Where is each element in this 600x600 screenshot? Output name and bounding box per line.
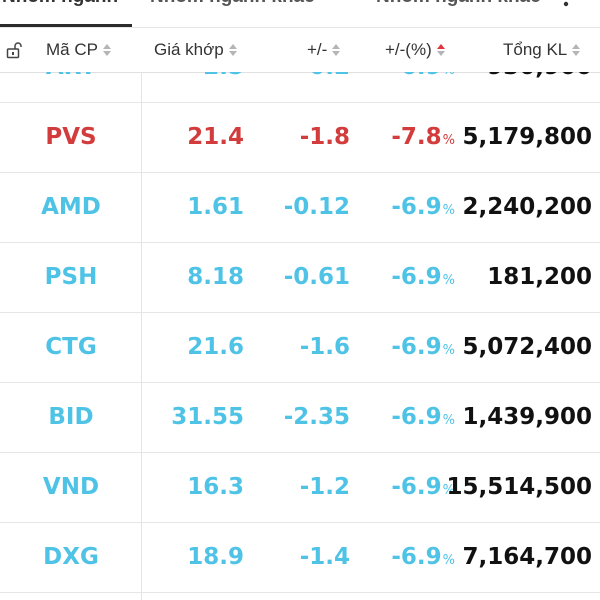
header-symbol[interactable]: Mã CP bbox=[46, 28, 112, 72]
volume-cell: 181,200 bbox=[487, 264, 592, 290]
volume-cell: 1,439,900 bbox=[462, 404, 593, 430]
header-percent-label: +/-(%) bbox=[385, 40, 432, 59]
table-row[interactable]: VND 16.3 -1.2 -6.9% 15,514,500 bbox=[0, 452, 600, 523]
table-row[interactable]: ART 2.5 -0.2 -6.9% 930,900 bbox=[0, 72, 600, 103]
percent-cell: -6.9% bbox=[391, 72, 455, 102]
percent-unit: % bbox=[442, 273, 455, 288]
volume-cell: 2,240,200 bbox=[462, 194, 593, 220]
percent-cell: -6.9% bbox=[391, 242, 455, 312]
header-volume-label: Tổng KL bbox=[503, 40, 568, 59]
percent-unit: % bbox=[443, 72, 455, 78]
price-cell: 21.6 bbox=[187, 334, 244, 360]
percent-cell: -6.9% bbox=[391, 312, 455, 382]
table-row[interactable]: PSH 8.18 -0.61 -6.9% 181,200 bbox=[0, 242, 600, 313]
percent-unit: % bbox=[442, 553, 455, 568]
change-cell: -1.2 bbox=[299, 474, 350, 500]
change-cell: -1.8 bbox=[299, 124, 350, 150]
table-header: Mã CP Giá khớp +/- +/-(%) Tổng KL bbox=[0, 28, 600, 73]
change-cell: -0.12 bbox=[283, 194, 350, 220]
percent-value: -6.9 bbox=[391, 334, 442, 360]
volume-cell: 5,179,800 bbox=[462, 124, 593, 150]
table-row[interactable]: CTG 21.6 -1.6 -6.9% 5,072,400 bbox=[0, 312, 600, 383]
symbol-cell: BID bbox=[48, 404, 94, 430]
change-cell: -0.61 bbox=[283, 264, 350, 290]
percent-unit: % bbox=[442, 483, 455, 498]
header-price[interactable]: Giá khớp bbox=[154, 28, 238, 72]
volume-cell: 7,164,700 bbox=[462, 544, 593, 570]
percent-value: -6.9 bbox=[391, 72, 441, 80]
symbol-cell: DXG bbox=[43, 544, 99, 570]
symbol-cell: VND bbox=[42, 474, 100, 500]
percent-value: -6.9 bbox=[391, 404, 442, 430]
header-change[interactable]: +/- bbox=[307, 28, 341, 72]
price-cell: 8.18 bbox=[187, 264, 244, 290]
percent-value: -6.9 bbox=[391, 474, 442, 500]
tab-2[interactable]: Nhóm ngành khác bbox=[150, 0, 315, 8]
sort-icon bbox=[102, 43, 111, 56]
sort-desc-active-icon bbox=[436, 43, 445, 56]
symbol-cell: ART bbox=[0, 72, 142, 102]
tab-3[interactable]: Nhóm ngành khác bbox=[376, 0, 541, 8]
tab-1[interactable]: Nhóm ngành bbox=[2, 0, 118, 8]
more-icon[interactable] bbox=[560, 0, 572, 8]
sort-icon bbox=[572, 43, 581, 56]
price-cell: 1.61 bbox=[187, 194, 244, 220]
percent-value: -6.9 bbox=[391, 544, 442, 570]
percent-value: -6.9 bbox=[391, 264, 442, 290]
volume-cell: 15,514,500 bbox=[446, 474, 592, 500]
percent-unit: % bbox=[442, 343, 455, 358]
percent-cell: -6.9% bbox=[391, 382, 455, 452]
percent-cell: -6.9% bbox=[391, 452, 455, 522]
percent-unit: % bbox=[442, 203, 455, 218]
column-divider bbox=[141, 72, 142, 600]
price-cell: 31.55 bbox=[171, 404, 244, 430]
change-cell: -1.6 bbox=[299, 334, 350, 360]
table-row[interactable]: BID 31.55 -2.35 -6.9% 1,439,900 bbox=[0, 382, 600, 453]
symbol-cell: CTG bbox=[45, 334, 97, 360]
change-cell: -1.4 bbox=[299, 544, 350, 570]
table-row[interactable]: DXG 18.9 -1.4 -6.9% 7,164,700 bbox=[0, 522, 600, 593]
change-cell: -0.2 bbox=[300, 72, 350, 102]
symbol-cell: PVS bbox=[45, 124, 97, 150]
percent-value: -7.8 bbox=[391, 124, 442, 150]
tab-strip: Nhóm ngành Nhóm ngành khác Nhóm ngành kh… bbox=[0, 0, 600, 28]
percent-cell: -6.9% bbox=[391, 172, 455, 242]
header-volume[interactable]: Tổng KL bbox=[503, 28, 581, 72]
sort-icon bbox=[228, 43, 237, 56]
volume-cell: 5,072,400 bbox=[462, 334, 593, 360]
header-price-label: Giá khớp bbox=[154, 40, 224, 59]
header-symbol-label: Mã CP bbox=[46, 40, 98, 59]
sort-icon bbox=[332, 43, 341, 56]
volume-cell: 930,900 bbox=[487, 72, 592, 102]
price-cell: 16.3 bbox=[187, 474, 244, 500]
lock-open-icon[interactable] bbox=[6, 41, 22, 59]
tab-divider bbox=[0, 27, 600, 28]
percent-unit: % bbox=[442, 413, 455, 428]
price-cell: 2.5 bbox=[203, 72, 244, 102]
percent-unit: % bbox=[442, 133, 455, 148]
table-row[interactable]: AMD 1.61 -0.12 -6.9% 2,240,200 bbox=[0, 172, 600, 243]
symbol-cell: AMD bbox=[41, 194, 101, 220]
price-cell: 21.4 bbox=[187, 124, 244, 150]
percent-value: -6.9 bbox=[391, 194, 442, 220]
stock-table-body: ART 2.5 -0.2 -6.9% 930,900 PVS 21.4 -1.8… bbox=[0, 72, 600, 600]
header-percent[interactable]: +/-(%) bbox=[385, 28, 446, 72]
table-row[interactable]: PVS 21.4 -1.8 -7.8% 5,179,800 bbox=[0, 102, 600, 173]
change-cell: -2.35 bbox=[283, 404, 350, 430]
header-change-label: +/- bbox=[307, 40, 328, 59]
symbol-cell: PSH bbox=[44, 264, 98, 290]
price-cell: 18.9 bbox=[187, 544, 244, 570]
active-tab-indicator bbox=[0, 24, 132, 27]
percent-cell: -7.8% bbox=[391, 102, 455, 172]
percent-cell: -6.9% bbox=[391, 522, 455, 592]
